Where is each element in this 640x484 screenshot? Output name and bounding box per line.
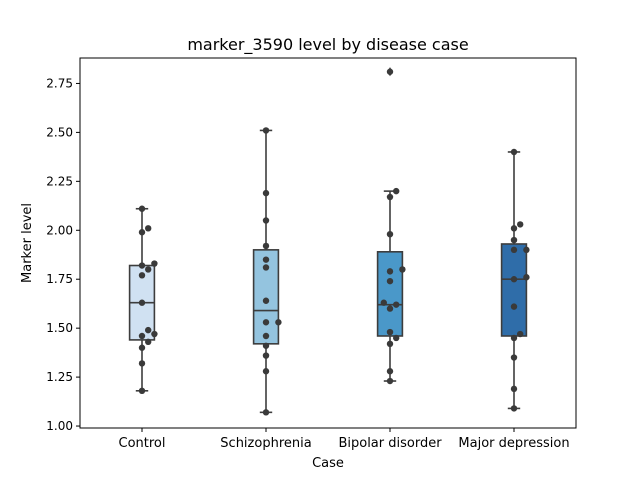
data-point [510, 276, 518, 283]
y-tick-label: 1.50 [46, 321, 73, 335]
chart-title: marker_3590 level by disease case [187, 35, 468, 55]
y-tick-label: 2.00 [46, 223, 73, 237]
y-tick-label: 2.75 [46, 76, 73, 90]
data-point [138, 205, 146, 212]
x-tick-label: Control [119, 436, 166, 451]
data-point [386, 328, 394, 336]
box-iqr [376, 251, 404, 337]
data-point [510, 405, 518, 412]
data-point [510, 148, 518, 156]
data-point [517, 330, 524, 338]
x-tick-label: Schizophrenia [220, 436, 311, 451]
data-point [380, 299, 387, 306]
y-tick-label: 2.50 [46, 125, 73, 139]
data-point [510, 225, 518, 232]
data-point [386, 68, 394, 75]
data-point [151, 330, 158, 338]
y-tick-label: 1.25 [46, 370, 73, 384]
data-point [262, 242, 270, 250]
axes-frame [79, 57, 577, 429]
data-point [510, 303, 518, 310]
data-point [145, 225, 152, 232]
data-point [262, 297, 270, 304]
y-tick-label: 1.75 [46, 272, 73, 286]
data-point [510, 334, 518, 342]
data-point [262, 342, 270, 349]
data-point [386, 368, 394, 375]
x-tick-label: Major depression [458, 436, 569, 451]
x-tick-label: Bipolar disorder [338, 436, 442, 451]
data-point [393, 334, 400, 342]
data-point [145, 338, 152, 346]
data-point [262, 352, 270, 359]
data-point [510, 385, 518, 393]
data-point [517, 221, 524, 228]
data-point [262, 332, 270, 340]
data-point [262, 319, 270, 326]
data-point [510, 354, 518, 361]
data-point [138, 387, 146, 395]
y-tick-label: 2.25 [46, 174, 73, 188]
data-point [138, 229, 146, 236]
data-point [151, 260, 158, 267]
box-iqr [252, 249, 280, 345]
y-axis-label: Marker level [20, 203, 35, 283]
data-point [386, 377, 394, 385]
data-point [393, 187, 400, 195]
data-point [386, 305, 394, 312]
data-point [262, 189, 270, 197]
data-point [262, 127, 270, 134]
data-point [138, 360, 146, 367]
box-group [376, 67, 404, 382]
data-point [386, 277, 394, 285]
data-point [138, 344, 146, 351]
data-point [145, 266, 152, 273]
data-point [262, 264, 270, 271]
y-tick-label: 1.00 [46, 419, 73, 433]
data-point [510, 236, 518, 244]
data-point [386, 340, 394, 348]
x-axis-label: Case [312, 456, 344, 471]
data-point [523, 274, 530, 281]
data-point [393, 301, 400, 308]
data-point [523, 246, 530, 254]
data-point [138, 262, 146, 269]
data-point [145, 326, 152, 334]
data-point [399, 266, 406, 273]
data-point [138, 272, 146, 279]
data-point [262, 217, 270, 224]
data-point [138, 332, 146, 340]
data-point [275, 319, 282, 326]
box-iqr [500, 243, 528, 337]
data-point [386, 230, 394, 238]
data-point [262, 256, 270, 263]
data-point [262, 409, 270, 416]
data-point [138, 299, 146, 306]
data-point [386, 268, 394, 275]
data-point [510, 246, 518, 254]
data-point [386, 193, 394, 201]
data-point [262, 368, 270, 375]
